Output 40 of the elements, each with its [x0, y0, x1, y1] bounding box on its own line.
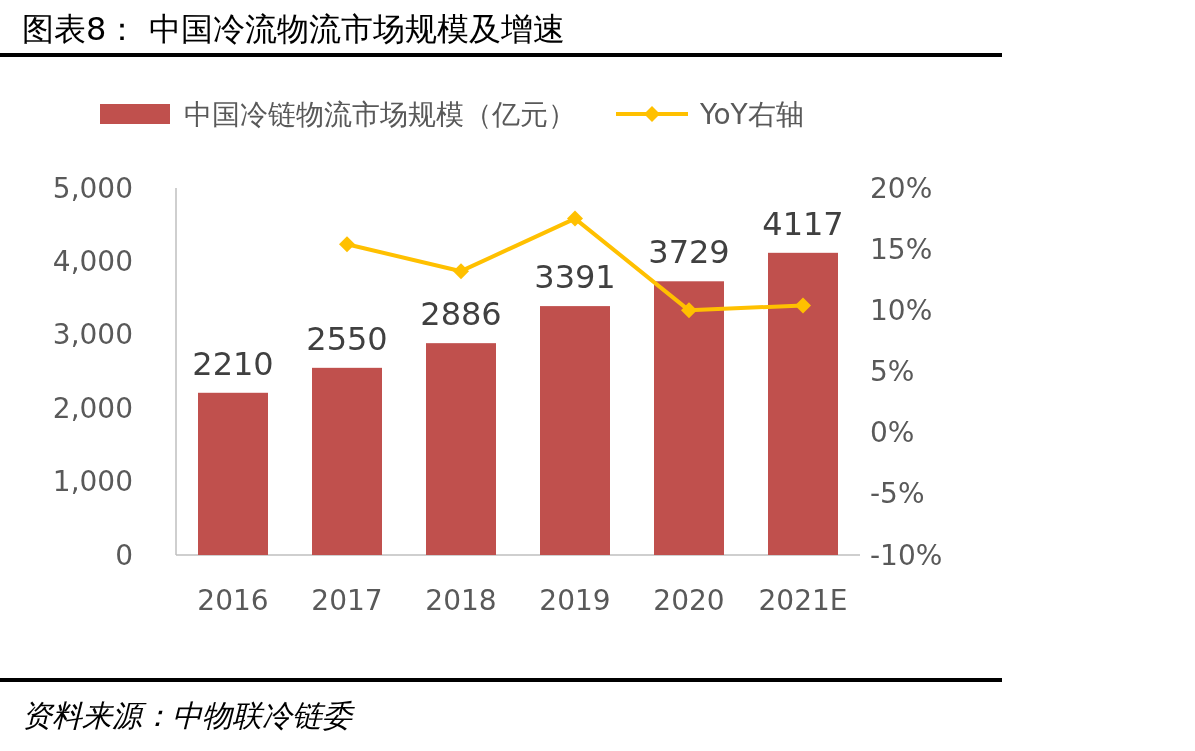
y-tick-label: 4,000 — [52, 244, 133, 278]
x-tick-label: 2018 — [425, 584, 497, 617]
y2-tick-label: -5% — [870, 477, 925, 511]
data-label: 2210 — [192, 344, 274, 383]
bar — [540, 306, 610, 555]
bar — [768, 252, 838, 555]
x-tick-label: 2016 — [197, 584, 269, 617]
bar — [312, 367, 382, 555]
y-tick-label: 5,000 — [52, 171, 133, 205]
data-label: 2550 — [306, 319, 388, 358]
point — [339, 236, 355, 253]
data-label: 3729 — [648, 233, 730, 272]
y-tick-label: 0 — [115, 538, 133, 572]
text: 资料来源：中物联冷链委 — [22, 698, 355, 733]
y-tick-label: 3,000 — [52, 318, 133, 352]
x-tick-label: 2017 — [311, 584, 383, 617]
y2-tick-label: 20% — [870, 171, 933, 205]
data-label: 4117 — [762, 204, 844, 243]
y-tick-label: 2,000 — [52, 391, 133, 425]
point — [795, 297, 811, 314]
data-label: 3391 — [534, 258, 616, 297]
y2-tick-label: 0% — [870, 416, 915, 450]
point — [453, 263, 469, 280]
bar — [426, 343, 496, 555]
x-tick-label: 2019 — [539, 584, 611, 617]
chart-title: 图表8： 中国冷流物流市场规模及增速 — [22, 10, 565, 48]
y2-tick-label: -10% — [870, 538, 943, 572]
x-tick-label: 2020 — [653, 584, 725, 617]
legend-label: 中国冷链物流市场规模（亿元） — [184, 98, 576, 131]
y2-tick-label: 15% — [870, 232, 933, 266]
y2-tick-label: 5% — [870, 355, 915, 388]
legend-label: YoY右轴 — [699, 98, 804, 131]
data-label: 2886 — [420, 295, 502, 334]
bar — [198, 392, 268, 555]
bar — [654, 281, 724, 555]
point — [681, 302, 697, 319]
y2-tick-label: 10% — [870, 293, 933, 327]
point — [567, 210, 583, 227]
x-tick-label: 2021E — [758, 584, 848, 617]
y-tick-label: 1,000 — [52, 465, 133, 499]
